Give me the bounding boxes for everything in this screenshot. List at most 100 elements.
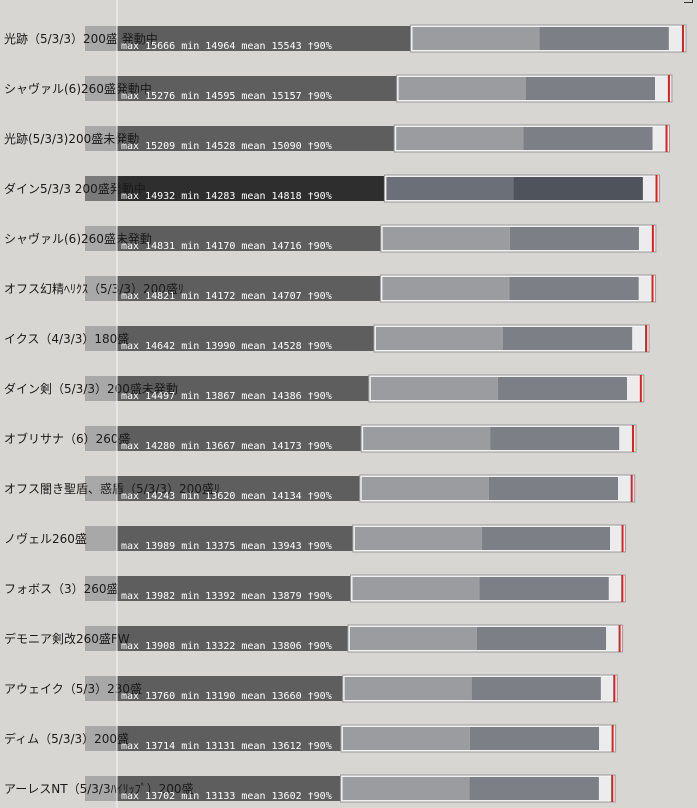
- bar-range-segment: [502, 327, 633, 350]
- bar-max-marker: [621, 525, 624, 552]
- bar-max-marker: [655, 175, 658, 202]
- bar-range-segment: [523, 127, 653, 150]
- bar-max-marker: [632, 425, 635, 452]
- bar-max-marker: [651, 275, 654, 302]
- row-label: アーレスNT（5/3/3ﾊｲﾘｯﾌﾟ）200盛: [4, 781, 193, 796]
- bar-max-marker: [611, 725, 614, 752]
- bar-low-segment: [370, 377, 498, 400]
- bar-tail-segment: [642, 177, 656, 200]
- label-bg: [117, 326, 374, 351]
- bar-low-segment: [361, 477, 489, 500]
- bar-tail-segment: [632, 327, 646, 350]
- row-label: ダイン剣（5/3/3）200盛未発動: [4, 381, 178, 396]
- bar-tail-segment: [600, 677, 614, 700]
- bar-low-segment: [344, 677, 472, 700]
- row-stats: max 14821 min 14172 mean 14707 †90%: [121, 291, 332, 302]
- label-bg-left: [85, 176, 117, 201]
- row-stats: max 14932 min 14283 mean 14818 †90%: [121, 191, 332, 202]
- corner-mark: [684, 0, 693, 3]
- bar-tail-segment: [638, 277, 652, 300]
- row-stats: max 14497 min 13867 mean 14386 †90%: [121, 391, 332, 402]
- row-stats: max 13714 min 13131 mean 13612 †90%: [121, 741, 332, 752]
- row-stats: max 13908 min 13322 mean 13806 †90%: [121, 641, 332, 652]
- row-label: シャヴァル(6)260盛発動中: [4, 81, 152, 96]
- row-label: シャヴァル(6)260盛未発動: [4, 231, 152, 246]
- bar-low-segment: [396, 127, 524, 150]
- bar-tail-segment: [627, 377, 640, 400]
- bar-range-segment: [509, 277, 639, 300]
- bar-tail-segment: [599, 727, 612, 750]
- row-label: アウェイク（5/3）230盛: [4, 681, 142, 696]
- bar-low-segment: [363, 427, 491, 450]
- bar-range-segment: [481, 527, 611, 550]
- label-bg-left: [85, 76, 117, 101]
- bar-max-marker: [651, 225, 654, 252]
- row-stats: max 13760 min 13190 mean 13660 †90%: [121, 691, 332, 702]
- row-label: ディム（5/3/3）200盛: [4, 731, 129, 746]
- label-bg: [117, 726, 341, 751]
- row-label: ノヴェル260盛: [4, 531, 87, 546]
- bar-max-marker: [665, 125, 668, 152]
- bar-max-marker: [667, 75, 670, 102]
- bar-max-marker: [618, 625, 621, 652]
- bar-tail-segment: [598, 777, 612, 800]
- bar-range-segment: [488, 477, 619, 500]
- label-bg: [117, 176, 385, 201]
- bar-range-segment: [469, 727, 600, 750]
- label-bg-left: [85, 526, 117, 551]
- label-bg-left: [85, 226, 117, 251]
- bar-low-segment: [375, 327, 503, 350]
- bar-low-segment: [349, 627, 477, 650]
- row-label: イクス（4/3/3）180盛: [4, 331, 129, 346]
- bar-range-segment: [525, 77, 656, 100]
- bar-row: ノヴェル260盛 max 13989 min 13375 mean 13943 †…: [4, 524, 627, 553]
- label-bg-left: [85, 276, 117, 301]
- label-bg: [117, 26, 411, 51]
- bar-tail-segment: [610, 527, 622, 550]
- bar-max-marker: [682, 25, 684, 52]
- row-label: ダイン5/3/3 200盛発動中: [4, 181, 146, 196]
- row-label: 光跡（5/3/3）200盛 発動中: [4, 31, 158, 46]
- bar-range-segment: [469, 777, 599, 800]
- bar-tail-segment: [619, 427, 633, 450]
- label-bg: [117, 376, 369, 401]
- bar-tail-segment: [652, 127, 666, 150]
- bar-low-segment: [382, 277, 510, 300]
- row-stats: max 14642 min 13990 mean 14528 †90%: [121, 341, 332, 352]
- bar-max-marker: [611, 775, 614, 802]
- label-bg: [117, 126, 395, 151]
- row-label: デモニア剣改260盛FW: [4, 631, 130, 646]
- bar-max-marker: [639, 375, 642, 402]
- bar-max-marker: [645, 325, 648, 352]
- row-label: 光跡(5/3/3)200盛未発動: [4, 131, 139, 146]
- bar-low-segment: [382, 227, 510, 250]
- bar-low-segment: [342, 777, 470, 800]
- bar-tail-segment: [606, 627, 619, 650]
- bar-range-segment: [539, 27, 669, 50]
- bar-range-segment: [513, 177, 643, 200]
- row-stats: max 14831 min 14170 mean 14716 †90%: [121, 241, 332, 252]
- row-stats: max 14280 min 13667 mean 14173 †90%: [121, 441, 332, 452]
- row-stats: max 13702 min 13133 mean 13602 †90%: [121, 791, 332, 802]
- label-bg: [117, 626, 348, 651]
- label-bg-left: [85, 326, 117, 351]
- label-bg-left: [85, 626, 117, 651]
- bar-range-segment: [509, 227, 639, 250]
- bar-tail-segment: [668, 27, 682, 50]
- label-bg: [117, 776, 341, 801]
- label-bg: [117, 676, 343, 701]
- label-bg: [117, 276, 381, 301]
- row-stats: max 15666 min 14964 mean 15543 †90%: [121, 41, 332, 52]
